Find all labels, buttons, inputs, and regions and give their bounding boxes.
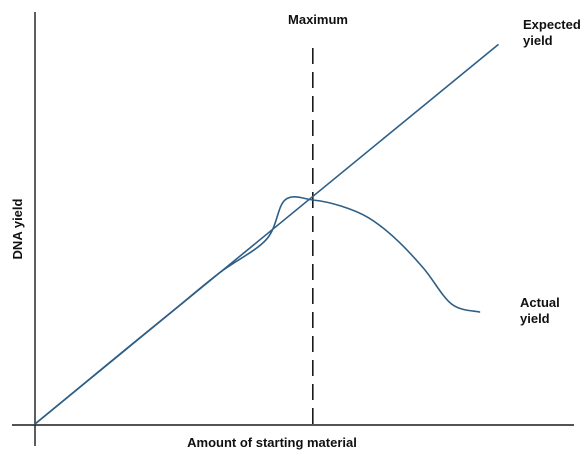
actual-yield-label-line-2: yield bbox=[520, 311, 550, 326]
actual-yield-label: Actual yield bbox=[520, 295, 563, 326]
expected-yield-label: Expected yield bbox=[523, 17, 582, 48]
expected-yield-label-line-2: yield bbox=[523, 33, 553, 48]
actual-yield-label-line-1: Actual bbox=[520, 295, 560, 310]
x-axis-label: Amount of starting material bbox=[187, 435, 357, 450]
expected-yield-label-line-1: Expected bbox=[523, 17, 581, 32]
actual-yield-line bbox=[34, 196, 481, 425]
maximum-label: Maximum bbox=[288, 12, 348, 27]
y-axis-label: DNA yield bbox=[10, 198, 25, 259]
